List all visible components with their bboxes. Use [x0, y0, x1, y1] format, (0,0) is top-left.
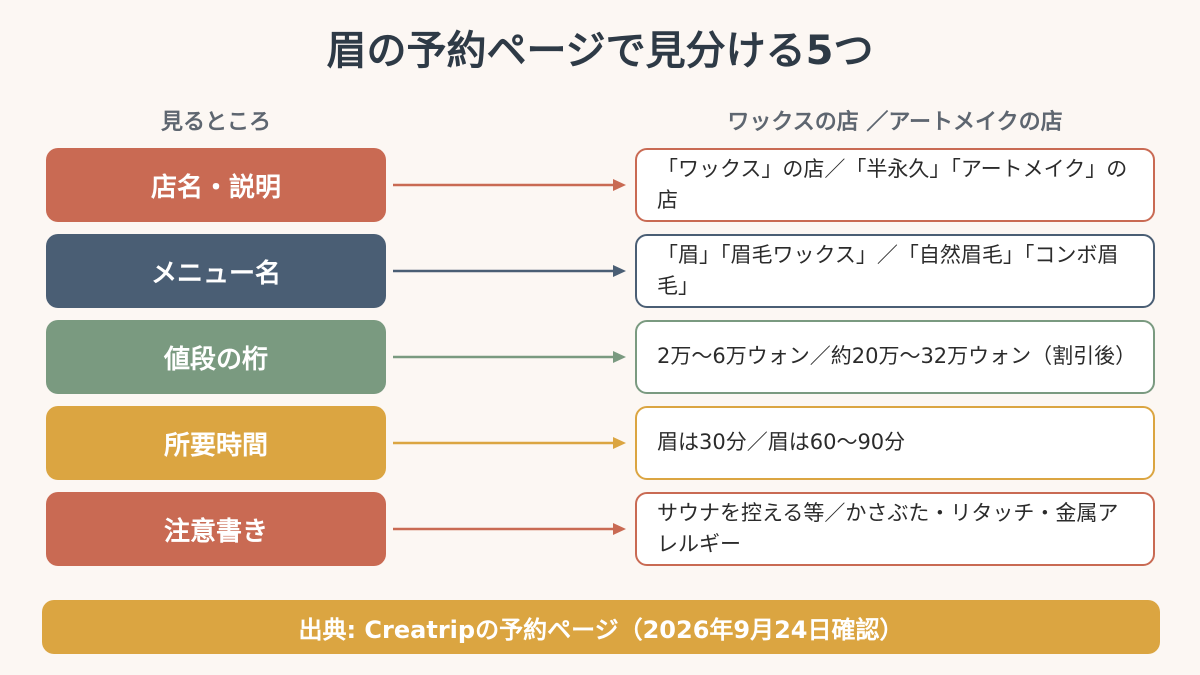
- left-column-header: 見るところ: [160, 110, 271, 135]
- row-label: 所要時間: [46, 406, 386, 480]
- arrow-right-icon: [393, 437, 626, 449]
- comparison-row: 所要時間 眉は30分／眉は60〜90分: [0, 406, 1200, 480]
- row-value: 2万〜6万ウォン／約20万〜32万ウォン（割引後）: [635, 320, 1155, 394]
- page-title: 眉の予約ページで見分ける5つ: [326, 28, 874, 74]
- row-value: 「ワックス」の店／「半永久」「アートメイク」の店: [635, 148, 1155, 222]
- right-column-header: ワックスの店 ／アートメイクの店: [727, 110, 1063, 135]
- comparison-row: 値段の桁 2万〜6万ウォン／約20万〜32万ウォン（割引後）: [0, 320, 1200, 394]
- comparison-row: 注意書き サウナを控える等／かさぶた・リタッチ・金属アレルギー: [0, 492, 1200, 566]
- row-label: メニュー名: [46, 234, 386, 308]
- comparison-row: 店名・説明 「ワックス」の店／「半永久」「アートメイク」の店: [0, 148, 1200, 222]
- comparison-row: メニュー名 「眉」「眉毛ワックス」／「自然眉毛」「コンボ眉毛」: [0, 234, 1200, 308]
- arrow-right-icon: [393, 179, 626, 191]
- arrow-right-icon: [393, 523, 626, 535]
- row-label: 店名・説明: [46, 148, 386, 222]
- row-value: 眉は30分／眉は60〜90分: [635, 406, 1155, 480]
- row-value: 「眉」「眉毛ワックス」／「自然眉毛」「コンボ眉毛」: [635, 234, 1155, 308]
- source-footer: 出典: Creatripの予約ページ（2026年9月24日確認）: [42, 600, 1160, 654]
- arrow-right-icon: [393, 351, 626, 363]
- arrow-right-icon: [393, 265, 626, 277]
- row-label: 値段の桁: [46, 320, 386, 394]
- row-value: サウナを控える等／かさぶた・リタッチ・金属アレルギー: [635, 492, 1155, 566]
- row-label: 注意書き: [46, 492, 386, 566]
